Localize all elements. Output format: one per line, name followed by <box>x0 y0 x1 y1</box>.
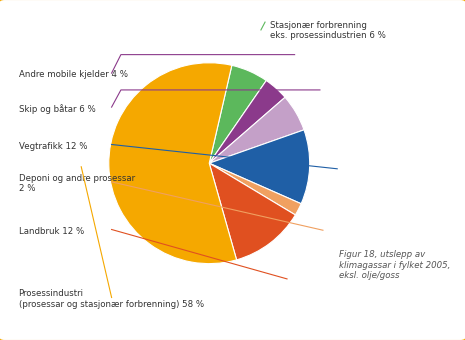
Wedge shape <box>209 97 304 163</box>
Text: Landbruk 12 %: Landbruk 12 % <box>19 227 84 236</box>
Wedge shape <box>209 163 295 260</box>
Wedge shape <box>209 163 301 215</box>
Text: Deponi og andre prosessar
2 %: Deponi og andre prosessar 2 % <box>19 174 135 193</box>
Wedge shape <box>109 63 237 264</box>
Wedge shape <box>209 65 266 163</box>
Wedge shape <box>209 81 285 163</box>
Text: Stasjonær forbrenning
eks. prosessindustrien 6 %: Stasjonær forbrenning eks. prosessindust… <box>270 21 385 40</box>
Text: Figur 18, utslepp av
klimagassar i fylket 2005,
eksl. olje/goss: Figur 18, utslepp av klimagassar i fylke… <box>339 250 451 280</box>
Wedge shape <box>209 130 310 204</box>
Text: Vegtrafikk 12 %: Vegtrafikk 12 % <box>19 142 87 151</box>
Text: Andre mobile kjelder 4 %: Andre mobile kjelder 4 % <box>19 70 127 79</box>
Text: Skip og båtar 6 %: Skip og båtar 6 % <box>19 104 95 114</box>
Text: Prosessindustri
(prosessar og stasjonær forbrenning) 58 %: Prosessindustri (prosessar og stasjonær … <box>19 289 204 309</box>
